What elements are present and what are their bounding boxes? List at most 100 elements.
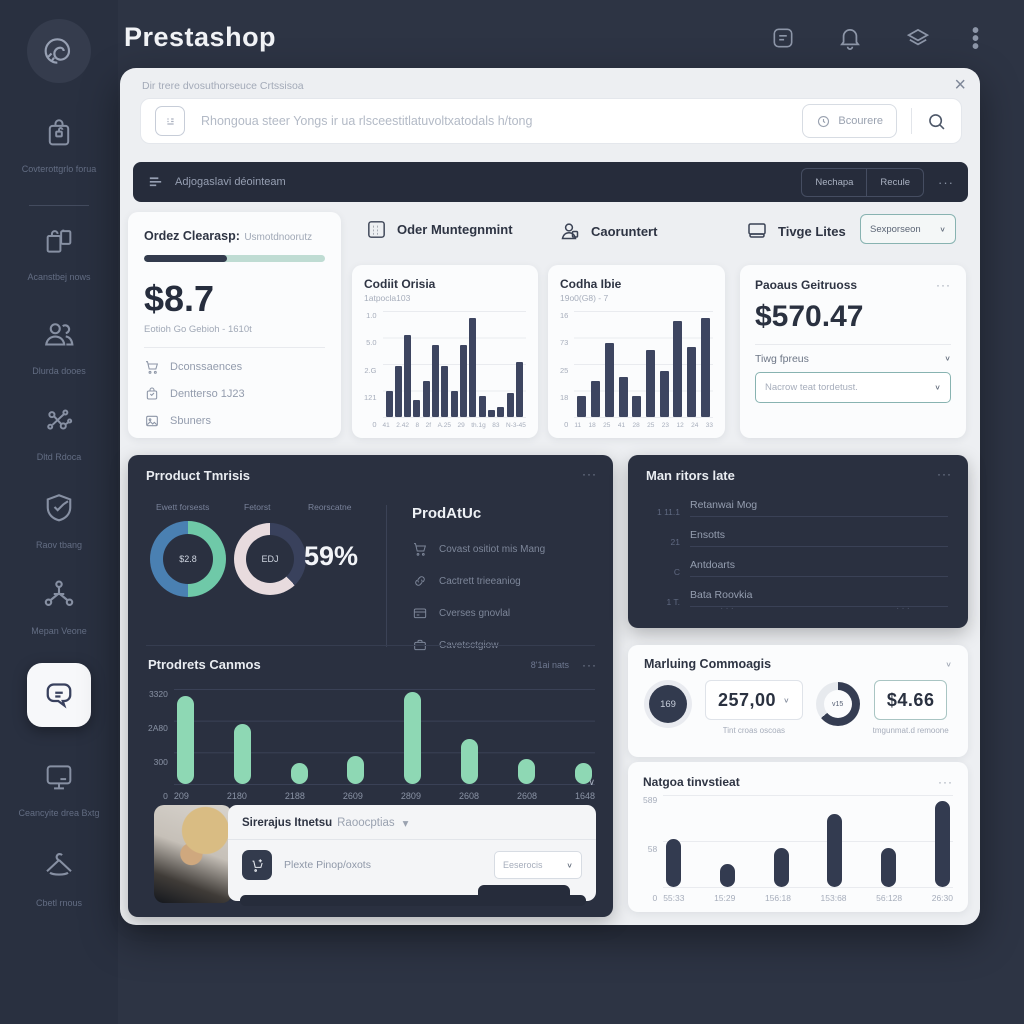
bell-icon[interactable] (836, 24, 864, 52)
monitor-row[interactable]: 1 11.1 Retanwai Mog (644, 499, 948, 517)
donut-label: Ewett forsests (156, 502, 210, 512)
monitor-row[interactable]: 1 T. Bata Roovkia (644, 589, 948, 607)
chart-bar (450, 390, 458, 417)
chart-bar (478, 395, 486, 417)
chart-bar (432, 344, 440, 417)
card-title: Natgoa tinvstieat (643, 775, 740, 789)
chart-bar (497, 407, 505, 417)
network-icon (41, 576, 77, 612)
hamburger-icon[interactable] (147, 174, 164, 191)
orders-chart-card: Codiit Orisia 1atpocla103 1.0 5.0 2.G 121 0 4… (352, 265, 538, 438)
sidebar: Covterottgrlo forua Acanstbej nows Dlurd… (0, 0, 118, 1024)
card-menu-icon[interactable]: ··· (938, 775, 953, 789)
sidebar-item-label: Acanstbej nows (27, 272, 91, 282)
orders-link-row[interactable]: Dentterso 1J23 (144, 386, 325, 402)
chart-bar (518, 759, 536, 784)
sidebar-item-misc[interactable]: Cbetl rnous (0, 848, 118, 908)
search-category-icon[interactable] (155, 106, 185, 136)
card-menu-icon[interactable]: ··· (582, 467, 597, 481)
campaign-cost-box[interactable]: $4.66 (873, 680, 948, 720)
chart-bar (487, 409, 495, 417)
monitor-row[interactable]: 21 Ensotts (644, 529, 948, 547)
chart-bar (422, 380, 430, 417)
sidebar-item-customers[interactable]: Dlurda dooes (0, 316, 118, 376)
chart-bar (347, 755, 365, 784)
toolbar-button-2[interactable]: Recule (866, 168, 923, 196)
image-icon (146, 415, 158, 427)
bag-icon (146, 387, 158, 400)
grid-dots-icon (368, 221, 385, 238)
card-menu-icon[interactable]: ··· (936, 278, 951, 292)
donut-label: Fetorst (244, 502, 271, 512)
chevron-down-icon[interactable]: ∨ (944, 354, 951, 363)
sidebar-item-label: Dlurda dooes (32, 366, 86, 376)
card-title: Codiit Orisia (364, 277, 436, 291)
products-link-row[interactable]: Covast ositiot mis Mang (412, 541, 545, 557)
toolbar-button-1[interactable]: Nechapa (815, 176, 854, 188)
chart-bar (176, 695, 194, 784)
toolbar-more-icon[interactable]: ··· (938, 174, 954, 190)
card-menu-icon[interactable]: ··· (937, 467, 952, 481)
chevron-down-icon: ∨ (566, 860, 573, 869)
orders-total-value: $8.7 (144, 278, 215, 319)
donut-label: Reorscatne (308, 502, 352, 512)
sidebar-item-display[interactable]: Ceancyite drea Bxtg (0, 760, 118, 818)
clock-icon (818, 115, 830, 127)
bag-lock-icon (42, 116, 76, 150)
sidebar-item-data[interactable]: Dltd Rdoca (0, 404, 118, 462)
chart-bar (666, 839, 682, 887)
recents-button[interactable]: Bcourere (802, 104, 897, 138)
section-header-customers: Caoruntert (558, 219, 657, 243)
chart-bar (413, 400, 421, 417)
revenue-select[interactable]: Nacrow teat tordetust. ∨ (755, 372, 951, 403)
cart-action-button[interactable] (242, 850, 272, 880)
close-icon[interactable]: × (954, 74, 966, 96)
chart-bar (404, 335, 412, 417)
kebab-menu-icon[interactable]: • • • (972, 20, 981, 58)
sidebar-item-catalog[interactable]: Acanstbej nows (0, 224, 118, 282)
marketing-donut-chart: v15 (815, 682, 860, 726)
sidebar-item-network[interactable]: Mepan Veone (0, 576, 118, 636)
chart-bar (394, 366, 402, 417)
chart-bar (441, 366, 449, 417)
subpanel-row-text: Plexte Pinop/oxots (284, 859, 371, 871)
traffic-card: Natgoa tinvstieat ··· 589 58 0 55:33 15:29 15… (628, 762, 968, 912)
chart-bar (934, 800, 950, 887)
layers-icon[interactable] (904, 24, 932, 52)
chart-bar (577, 395, 587, 417)
campaign-amount-select[interactable]: 257,00 ∨ (705, 680, 803, 720)
sidebar-item-messages-active[interactable] (27, 663, 91, 727)
chart-bar (604, 342, 614, 417)
product-trends-card: Prroduct Tmrisis ··· Ewett forsests Feto… (128, 455, 613, 917)
orders-summary-card: Ordez Clearasp: Usmotdnoorutz $8.7 Eotio… (128, 212, 341, 438)
card-title: Prroduct Tmrisis (146, 468, 251, 483)
chevron-down-icon: ∨ (939, 224, 946, 233)
card-menu-icon[interactable]: ··· (582, 658, 597, 672)
orders-link-row[interactable]: Dconssaences (144, 359, 325, 375)
sidebar-item-security[interactable]: Raov tbang (0, 490, 118, 550)
conversion-percentage: 59% (304, 541, 359, 571)
chart-bar (461, 739, 479, 784)
orders-link-row[interactable]: Sbuners (144, 413, 325, 429)
sidebar-item-label: Raov tbang (35, 540, 83, 550)
search-icon[interactable] (926, 111, 947, 132)
chevron-down-icon[interactable]: ∨ (945, 659, 952, 668)
sidebar-item-label: Covterottgrlo forua (21, 164, 97, 174)
monitor-row[interactable]: C Antdoarts (644, 559, 948, 577)
chevron-down-icon[interactable]: ∨ (588, 777, 595, 787)
sidebar-item-orders-lock[interactable]: Covterottgrlo forua (0, 116, 118, 174)
app-logo (27, 19, 91, 83)
modules-icon[interactable] (770, 25, 796, 51)
products-chart-note: 8'1ai nats (530, 660, 569, 670)
subpanel-select[interactable]: Eeserocis ∨ (494, 851, 582, 879)
forecast-donut-chart: $2.8 (150, 521, 226, 597)
products-link-row[interactable]: Cverses gnovlal (412, 605, 510, 621)
chart-bar (719, 864, 735, 887)
subpanel-header[interactable]: Sirerajus Itnetsu Raoocptias ▾ (228, 805, 596, 840)
devices-dropdown[interactable]: Sexporseon ∨ (860, 214, 956, 244)
search-input[interactable] (199, 113, 803, 129)
chart-bar (404, 691, 422, 784)
caret-down-icon: ▾ (402, 818, 409, 830)
chevron-down-icon: ∨ (783, 695, 790, 704)
products-link-row[interactable]: Cactrett trieeaniog (412, 573, 521, 589)
